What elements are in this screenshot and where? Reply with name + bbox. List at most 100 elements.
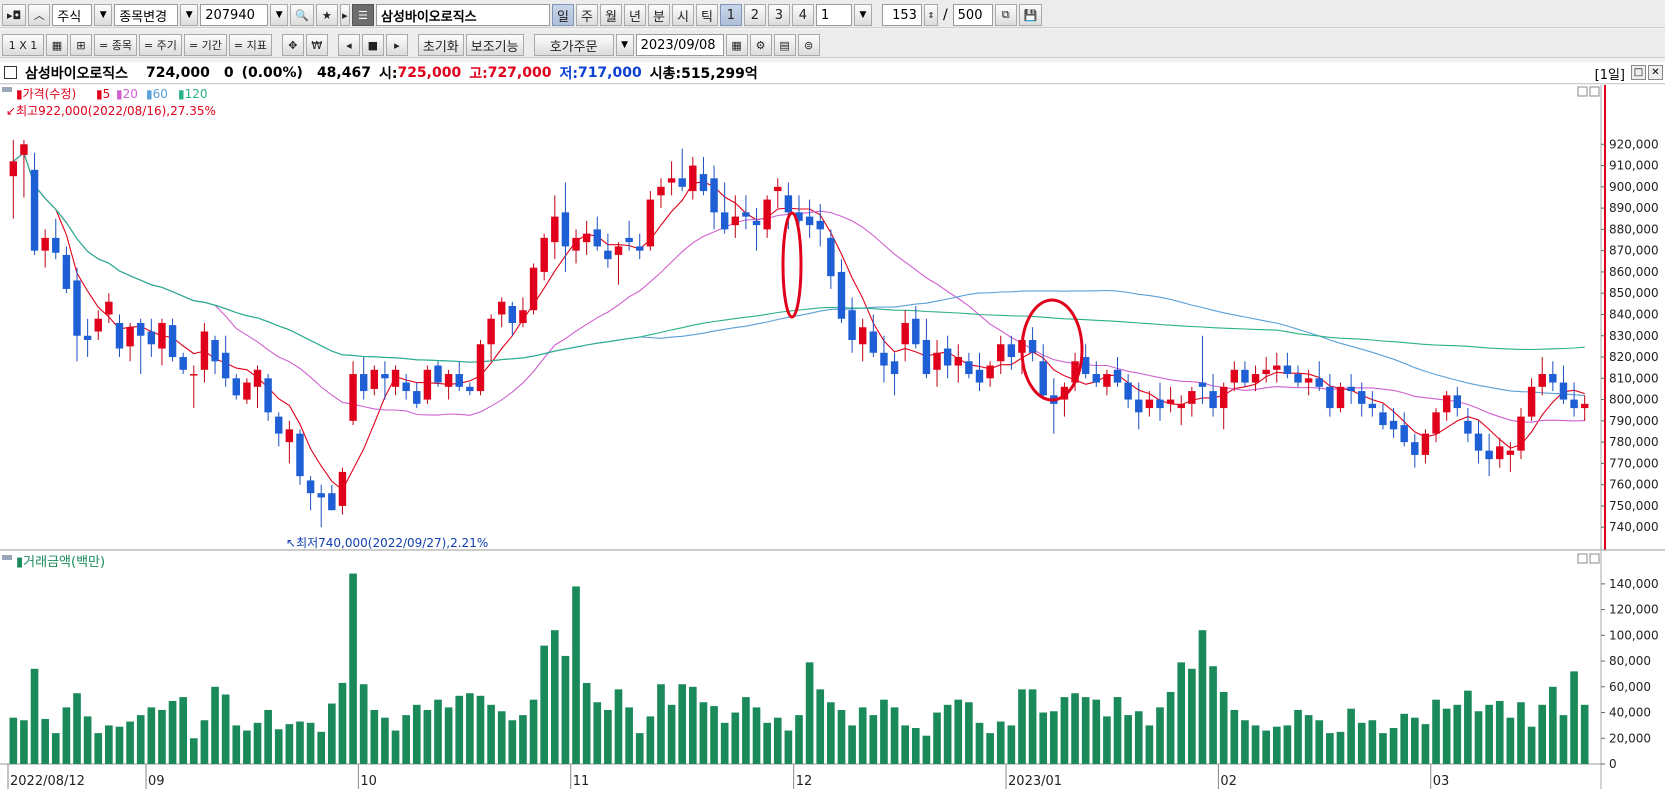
pane-menu-icon[interactable] <box>2 87 12 92</box>
volume-bar <box>582 682 591 764</box>
candle-down <box>1039 361 1047 396</box>
split-icon[interactable]: ⊞ <box>70 34 92 56</box>
period-month-tab[interactable]: 월 <box>599 4 622 26</box>
chart-canvas[interactable]: 920,000 910,000 900,000 890,000 880,000 870,0… <box>0 85 1665 789</box>
candle-up <box>9 161 18 177</box>
order-button[interactable]: 호가주문 <box>533 34 614 56</box>
candle-down <box>30 169 39 251</box>
add-window-icon[interactable]: ⧉ <box>994 4 1017 26</box>
period-tick-tab[interactable]: 틱 <box>695 4 718 26</box>
max-count-field[interactable]: 500 <box>952 4 993 26</box>
chevron-down-icon[interactable]: ▼ <box>853 4 872 26</box>
toggle-range-button[interactable]: = 기간 <box>183 34 227 56</box>
highlight-ellipse-consolidation[interactable] <box>1020 298 1084 402</box>
volume-bar <box>593 702 602 764</box>
candle-down <box>1549 374 1557 383</box>
period-hour-tab[interactable]: 시 <box>671 4 694 26</box>
scroll-arrow-icon[interactable]: ▸ <box>339 4 350 26</box>
toggle-period-button[interactable]: = 주기 <box>138 34 182 56</box>
volume-bar <box>1262 730 1270 764</box>
search-icon[interactable]: 🔍 <box>290 4 314 26</box>
pane-maximize-icon[interactable] <box>1577 86 1588 97</box>
period-week-tab[interactable]: 주 <box>575 4 598 26</box>
chart-area[interactable]: 920,000 910,000 900,000 890,000 880,000 870,0… <box>0 85 1665 789</box>
multiplier-4-button[interactable]: 4 <box>791 4 814 26</box>
save-icon[interactable]: 💾 <box>1018 4 1043 26</box>
volume-bar <box>816 689 825 764</box>
candle-down <box>1315 378 1323 387</box>
price-pane-bg <box>0 85 1665 550</box>
candle-down <box>1464 420 1472 434</box>
candle-down <box>1198 382 1207 387</box>
info-checkbox[interactable] <box>4 66 17 79</box>
legend-trade-amount: ▮거래금액(백만) <box>16 555 105 570</box>
price-tick-label: 750,000 <box>1609 499 1659 513</box>
multiplier-1-button[interactable]: 1 <box>719 4 742 26</box>
collapse-up-button[interactable]: ︿ <box>28 4 51 26</box>
candle-down <box>742 212 750 217</box>
volume-bar <box>20 720 28 764</box>
layout-button[interactable]: 1 X 1 <box>2 34 44 56</box>
record-icon[interactable]: ⊜ <box>797 34 820 56</box>
pane-menu-icon[interactable] <box>2 555 12 560</box>
multiplier-2-button[interactable]: 2 <box>743 4 766 26</box>
date-input[interactable]: 2023/09/08 <box>635 34 724 56</box>
move-icon[interactable]: ✥ <box>281 34 304 56</box>
prev-icon[interactable]: ◂ <box>337 34 360 56</box>
volume-bar <box>1453 704 1462 764</box>
period-year-tab[interactable]: 년 <box>623 4 646 26</box>
candle-down <box>1453 395 1461 409</box>
volume-bar <box>1007 725 1016 764</box>
volume-tick-label: 20,000 <box>1609 731 1651 745</box>
candle-down <box>784 195 793 213</box>
candle-down <box>73 280 81 336</box>
pane-close-icon[interactable] <box>1589 86 1600 97</box>
chevron-down-icon[interactable]: ▼ <box>270 4 289 26</box>
candle-down <box>83 335 92 341</box>
count-input[interactable]: 153 <box>881 4 922 26</box>
pane-maximize-icon[interactable] <box>1577 553 1588 564</box>
market-select[interactable]: 주식 <box>52 4 93 26</box>
candle-down <box>1358 391 1366 404</box>
next-icon[interactable]: ▸ <box>385 34 408 56</box>
candle-up <box>253 369 262 387</box>
chevron-down-icon[interactable]: ▼ <box>615 34 634 56</box>
toggle-indicator-button[interactable]: = 지표 <box>228 34 272 56</box>
aux-function-button[interactable]: 보조기능 <box>465 34 524 56</box>
stock-code-input[interactable]: 207940 <box>200 4 269 26</box>
multiplier-3-button[interactable]: 3 <box>767 4 790 26</box>
close-icon[interactable]: ✕ <box>1648 65 1663 80</box>
volume-bar <box>1304 715 1313 764</box>
pane-close-icon[interactable] <box>1589 553 1600 564</box>
won-icon[interactable]: ₩ <box>305 34 328 56</box>
grid-icon[interactable]: ▦ <box>46 34 68 56</box>
volume-bar <box>243 730 251 764</box>
volume-bar <box>466 693 474 764</box>
indicator-settings-icon[interactable]: ▤ <box>773 34 796 56</box>
stop-icon[interactable]: ■ <box>361 34 384 56</box>
candle-up <box>901 322 909 345</box>
highlight-ellipse-drop[interactable] <box>781 211 803 319</box>
volume-bar <box>1188 668 1196 764</box>
custom-multiplier-input[interactable]: 1 <box>815 4 852 26</box>
period-day-tab[interactable]: 일 <box>551 4 574 26</box>
change-stock-select[interactable]: 종목변경 <box>114 4 179 26</box>
volume-bar <box>487 704 495 764</box>
stock-list-icon[interactable]: ☰ <box>351 4 374 26</box>
volume-bar <box>1506 717 1515 764</box>
maximize-icon[interactable]: □ <box>1631 65 1646 80</box>
calendar-icon[interactable]: ▦ <box>725 34 748 56</box>
toggle-stock-button[interactable]: = 종목 <box>94 34 137 56</box>
chevron-down-icon[interactable]: ▼ <box>94 4 113 26</box>
settings-gear-icon[interactable]: ⚙ <box>749 34 772 56</box>
volume-bar <box>975 722 984 764</box>
star-icon[interactable]: ★ <box>315 4 338 26</box>
candle-down <box>922 340 931 375</box>
panel-toggle-button[interactable]: ▸◘ <box>2 4 27 26</box>
period-minute-tab[interactable]: 분 <box>647 4 670 26</box>
spin-icon[interactable]: ⇕ <box>923 4 938 26</box>
volume-bar <box>1219 691 1228 764</box>
reset-button[interactable]: 초기화 <box>417 34 464 56</box>
chevron-down-icon[interactable]: ▼ <box>180 4 199 26</box>
candle-down <box>179 357 187 370</box>
